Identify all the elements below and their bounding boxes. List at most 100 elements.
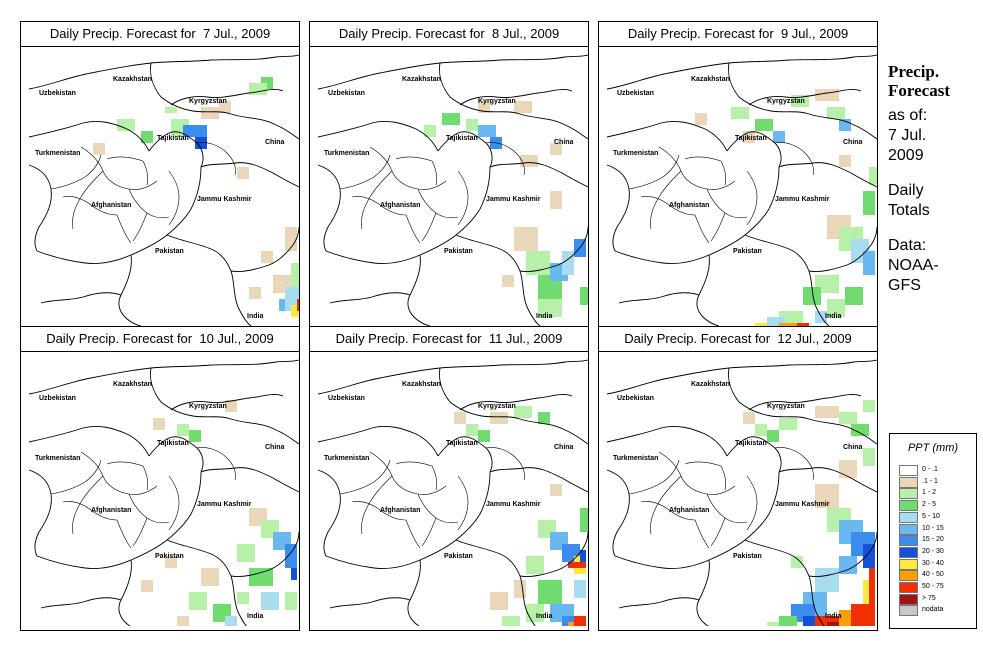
- map-label-turkmenistan: Turkmenistan: [35, 150, 80, 157]
- map-label-uzbekistan: Uzbekistan: [39, 395, 76, 402]
- legend-swatch: [899, 523, 918, 535]
- boundary-line: [778, 467, 877, 493]
- legend-swatch: [899, 465, 918, 476]
- precip-cell: [442, 113, 460, 125]
- boundary-line: [339, 176, 375, 190]
- boundary-line: [728, 367, 877, 445]
- map-label-uzbekistan: Uzbekistan: [617, 395, 654, 402]
- precip-map: Uzbekistan Kazakhstan Kyrgyzstan Tajikistan…: [310, 352, 588, 631]
- boundary-line: [339, 481, 375, 495]
- precip-cell: [851, 604, 875, 626]
- precip-cell: [478, 125, 496, 137]
- precip-cell: [755, 119, 773, 131]
- precip-cell: [791, 556, 803, 568]
- precip-cell: [514, 580, 526, 598]
- boundary-line: [489, 467, 588, 493]
- boundary-line: [459, 394, 573, 411]
- precip-cell: [219, 101, 231, 113]
- precip-cell: [201, 568, 219, 586]
- map-label-pakistan: Pakistan: [155, 553, 184, 560]
- map-label-india: India: [247, 613, 263, 620]
- map-label-afghanistan: Afghanistan: [380, 507, 420, 514]
- precip-cell: [291, 568, 297, 580]
- precip-cell: [863, 400, 875, 412]
- map-label-india: India: [825, 313, 841, 320]
- boundary-line: [28, 120, 150, 152]
- map-label-kazakhstan: Kazakhstan: [691, 381, 730, 388]
- precip-cell: [466, 424, 478, 436]
- boundary-line: [80, 146, 158, 190]
- boundary-line: [373, 459, 391, 483]
- boundary-line: [62, 196, 118, 216]
- map-label-kyrgyzstan: Kyrgyzstan: [767, 403, 805, 410]
- boundary-line: [808, 226, 877, 272]
- boundary-line: [150, 62, 299, 140]
- map-label-turkmenistan: Turkmenistan: [613, 455, 658, 462]
- precip-cell: [580, 287, 588, 305]
- map-label-china: China: [554, 139, 574, 146]
- precip-cell: [803, 287, 821, 305]
- map-label-kyrgyzstan: Kyrgyzstan: [767, 98, 805, 105]
- boundary-line: [230, 531, 299, 577]
- boundary-line: [168, 475, 180, 531]
- precip-cell: [93, 143, 105, 155]
- map-label-kazakhstan: Kazakhstan: [113, 76, 152, 83]
- boundary-line: [459, 89, 573, 106]
- legend-label: 2 - 5: [922, 501, 937, 509]
- boundary-line: [317, 54, 588, 90]
- precip-cell: [514, 406, 532, 418]
- boundary-line: [405, 214, 421, 244]
- boundary-line: [116, 214, 132, 244]
- boundary-line: [128, 188, 170, 219]
- boundary-line: [196, 142, 236, 176]
- boundary-line: [696, 559, 710, 626]
- boundary-line: [417, 493, 459, 524]
- panel-title: Daily Precip. Forecast for 11 Jul., 2009: [310, 327, 588, 352]
- legend-swatch: [899, 570, 918, 582]
- precip-cells: [743, 400, 875, 626]
- map-label-tajikistan: Tajikistan: [735, 135, 767, 142]
- precip-cell: [550, 484, 562, 496]
- boundary-line: [128, 493, 170, 524]
- precip-cell: [779, 616, 797, 626]
- boundary-line: [148, 131, 204, 168]
- legend-title: PPT (mm): [907, 442, 959, 454]
- boundary-line: [190, 166, 202, 210]
- boundary-line: [142, 160, 149, 186]
- precip-cell: [839, 155, 851, 167]
- boundary-line: [479, 166, 491, 210]
- boundary-line: [405, 519, 421, 549]
- boundary-line: [351, 501, 407, 521]
- precip-cell: [767, 430, 779, 442]
- precip-cell: [580, 508, 588, 532]
- precip-cell: [526, 604, 544, 622]
- map-label-uzbekistan: Uzbekistan: [328, 90, 365, 97]
- boundary-line: [190, 471, 202, 515]
- precip-cell: [526, 556, 544, 574]
- boundary-line: [640, 501, 696, 521]
- map-label-china: China: [265, 139, 285, 146]
- boundary-line: [369, 146, 447, 190]
- boundary-line: [778, 162, 877, 188]
- precip-cell: [845, 287, 863, 305]
- boundary-line: [421, 517, 437, 547]
- precip-cell: [291, 305, 299, 317]
- precip-cell: [562, 616, 580, 626]
- boundary-line: [431, 160, 438, 186]
- boundary-line: [808, 531, 877, 577]
- precip-cell: [225, 400, 237, 412]
- forecast-panel: Daily Precip. Forecast for 10 Jul., 2009…: [20, 326, 300, 631]
- boundary-line: [694, 519, 710, 549]
- precip-cell: [863, 544, 875, 568]
- boundary-line: [361, 475, 393, 535]
- boundary-line: [728, 62, 877, 140]
- map-label-jammu-kashmir: Jammu Kashmir: [197, 196, 252, 203]
- boundary-line: [118, 254, 142, 326]
- legend-label: 40 - 50: [922, 571, 944, 579]
- precip-cell: [514, 227, 538, 251]
- boundary-line: [726, 436, 782, 473]
- boundary-line: [658, 451, 736, 495]
- sidebar-title-line: Precip.: [888, 62, 940, 81]
- boundary-line: [650, 170, 682, 230]
- precip-cell: [839, 119, 851, 131]
